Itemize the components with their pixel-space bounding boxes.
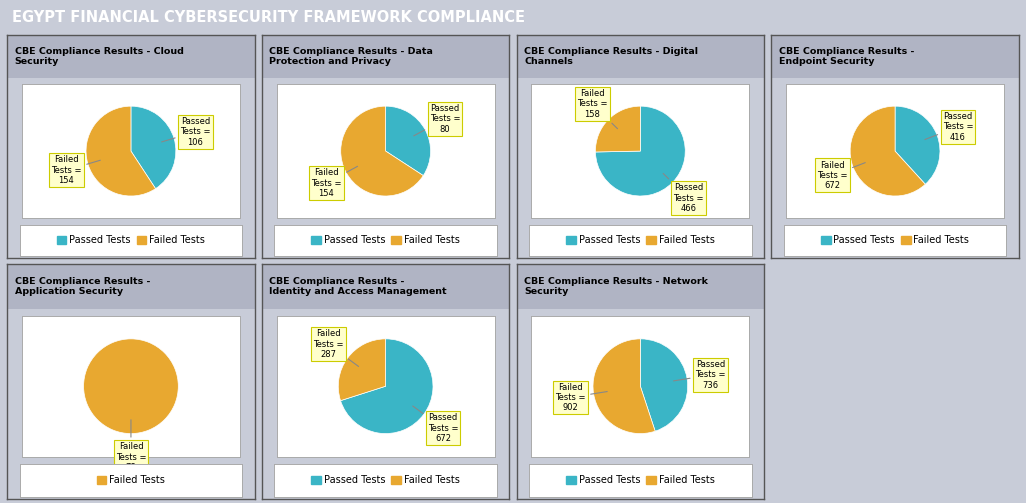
Wedge shape bbox=[593, 339, 656, 434]
Legend: Passed Tests, Failed Tests: Passed Tests, Failed Tests bbox=[562, 231, 718, 249]
Text: CBE Compliance Results -
Application Security: CBE Compliance Results - Application Sec… bbox=[14, 277, 150, 296]
Text: Failed
Tests =
902: Failed Tests = 902 bbox=[555, 383, 607, 412]
Legend: Passed Tests, Failed Tests: Passed Tests, Failed Tests bbox=[52, 231, 209, 249]
Wedge shape bbox=[339, 339, 386, 401]
Text: Passed
Tests =
106: Passed Tests = 106 bbox=[161, 117, 210, 147]
Bar bbox=[262, 264, 509, 309]
Wedge shape bbox=[131, 106, 175, 189]
Text: Passed
Tests =
416: Passed Tests = 416 bbox=[924, 112, 973, 142]
Legend: Passed Tests, Failed Tests: Passed Tests, Failed Tests bbox=[308, 471, 464, 489]
Wedge shape bbox=[640, 339, 687, 431]
Legend: Passed Tests, Failed Tests: Passed Tests, Failed Tests bbox=[562, 471, 718, 489]
Text: Failed
Tests =
154: Failed Tests = 154 bbox=[311, 166, 357, 198]
Text: CBE Compliance Results -
Identity and Access Management: CBE Compliance Results - Identity and Ac… bbox=[269, 277, 447, 296]
Wedge shape bbox=[595, 106, 685, 196]
Text: Passed
Tests =
466: Passed Tests = 466 bbox=[663, 174, 704, 213]
Bar bbox=[262, 35, 509, 77]
Bar bbox=[516, 264, 764, 309]
Text: CBE Compliance Results - Digital
Channels: CBE Compliance Results - Digital Channel… bbox=[524, 47, 698, 66]
Text: CBE Compliance Results -
Endpoint Security: CBE Compliance Results - Endpoint Securi… bbox=[779, 47, 914, 66]
Legend: Passed Tests, Failed Tests: Passed Tests, Failed Tests bbox=[308, 231, 464, 249]
Text: CBE Compliance Results - Cloud
Security: CBE Compliance Results - Cloud Security bbox=[14, 47, 184, 66]
Wedge shape bbox=[895, 106, 940, 184]
Wedge shape bbox=[341, 106, 424, 196]
Wedge shape bbox=[341, 339, 433, 434]
Bar bbox=[516, 35, 764, 77]
Legend: Passed Tests, Failed Tests: Passed Tests, Failed Tests bbox=[817, 231, 974, 249]
Text: Failed
Tests =
672: Failed Tests = 672 bbox=[817, 160, 865, 190]
Text: Passed
Tests =
80: Passed Tests = 80 bbox=[413, 104, 460, 136]
Bar bbox=[772, 35, 1019, 77]
Text: EGYPT FINANCIAL CYBERSECURITY FRAMEWORK COMPLIANCE: EGYPT FINANCIAL CYBERSECURITY FRAMEWORK … bbox=[12, 10, 525, 25]
Bar bbox=[7, 35, 254, 77]
Wedge shape bbox=[595, 106, 640, 152]
Text: Failed
Tests =
287: Failed Tests = 287 bbox=[313, 329, 358, 367]
Text: Failed
Tests =
158: Failed Tests = 158 bbox=[577, 89, 618, 129]
Text: CBE Compliance Results - Network
Security: CBE Compliance Results - Network Securit… bbox=[524, 277, 708, 296]
Bar bbox=[7, 264, 254, 309]
Text: Failed
Tests =
154: Failed Tests = 154 bbox=[51, 155, 101, 185]
Text: Passed
Tests =
672: Passed Tests = 672 bbox=[412, 406, 459, 443]
Wedge shape bbox=[851, 106, 925, 196]
Text: CBE Compliance Results - Data
Protection and Privacy: CBE Compliance Results - Data Protection… bbox=[269, 47, 433, 66]
Text: Failed
Tests =
78: Failed Tests = 78 bbox=[116, 420, 146, 472]
Legend: Failed Tests: Failed Tests bbox=[92, 471, 169, 489]
Wedge shape bbox=[86, 106, 156, 196]
Text: Passed
Tests =
736: Passed Tests = 736 bbox=[673, 360, 725, 390]
Wedge shape bbox=[386, 106, 431, 176]
Wedge shape bbox=[83, 339, 179, 434]
